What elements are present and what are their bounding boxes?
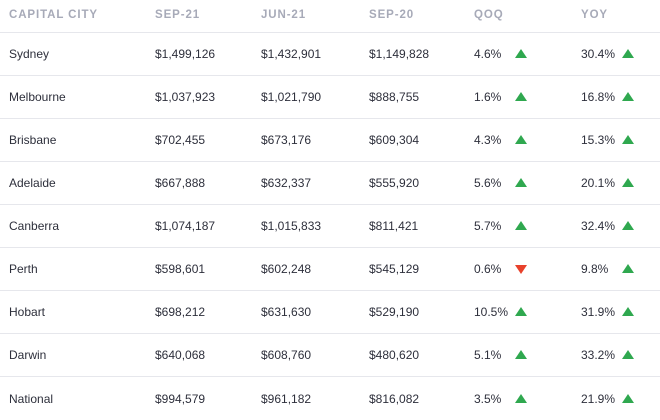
cell-jun-21: $631,630 xyxy=(261,305,312,319)
table-row: Perth $598,601 $602,248 $545,129 0.6% 9.8% xyxy=(0,248,660,291)
cell-jun-21: $1,021,790 xyxy=(261,90,322,104)
table-row: National $994,579 $961,182 $816,082 3.5% 21.9… xyxy=(0,377,660,420)
cell-yoy: 16.8% xyxy=(581,90,616,104)
header-jun-21: JUN-21 xyxy=(261,9,307,21)
cell-capital-city: Darwin xyxy=(9,348,47,362)
table-body: Sydney $1,499,126 $1,432,901 $1,149,828 4.6%… xyxy=(0,33,660,420)
cell-sep-20: $480,620 xyxy=(369,348,420,362)
triangle-up-icon xyxy=(622,49,634,58)
table-row: Hobart $698,212 $631,630 $529,190 10.5% 31.9% xyxy=(0,291,660,334)
cell-sep-20: $1,149,828 xyxy=(369,47,430,61)
cell-yoy: 32.4% xyxy=(581,219,616,233)
triangle-up-icon xyxy=(622,135,634,144)
cell-capital-city: Brisbane xyxy=(9,133,57,147)
cell-yoy: 20.1% xyxy=(581,176,616,190)
table-row: Melbourne $1,037,923 $1,021,790 $888,755 1.6… xyxy=(0,76,660,119)
cell-capital-city: Adelaide xyxy=(9,176,56,190)
cell-capital-city: Melbourne xyxy=(9,90,66,104)
triangle-up-icon xyxy=(622,92,634,101)
header-yoy: YOY xyxy=(581,9,608,21)
triangle-up-icon xyxy=(622,393,634,403)
cell-sep-21: $702,455 xyxy=(155,133,206,147)
header-sep-21: SEP-21 xyxy=(155,9,201,21)
cell-yoy: 9.8% xyxy=(581,262,609,276)
cell-sep-20: $888,755 xyxy=(369,90,420,104)
cell-jun-21: $961,182 xyxy=(261,391,312,406)
cell-qoq: 0.6% xyxy=(474,262,502,276)
cell-capital-city: Canberra xyxy=(9,219,60,233)
cell-yoy: 30.4% xyxy=(581,47,616,61)
cell-jun-21: $632,337 xyxy=(261,176,312,190)
triangle-up-icon xyxy=(515,135,527,144)
triangle-up-icon xyxy=(515,393,527,403)
cell-qoq: 4.6% xyxy=(474,47,502,61)
triangle-down-icon xyxy=(515,265,527,274)
cell-jun-21: $1,432,901 xyxy=(261,47,322,61)
cell-yoy: 15.3% xyxy=(581,133,616,147)
cell-qoq: 5.6% xyxy=(474,176,502,190)
triangle-up-icon xyxy=(515,307,527,316)
cell-sep-21: $1,074,187 xyxy=(155,219,216,233)
cell-sep-21: $598,601 xyxy=(155,262,206,276)
cell-capital-city: Hobart xyxy=(9,305,46,319)
triangle-up-icon xyxy=(622,221,634,230)
cell-yoy: 31.9% xyxy=(581,305,616,319)
header-qoq: QOQ xyxy=(474,9,504,21)
cell-sep-20: $609,304 xyxy=(369,133,420,147)
cell-sep-21: $1,499,126 xyxy=(155,47,216,61)
table-row: Darwin $640,068 $608,760 $480,620 5.1% 33.2% xyxy=(0,334,660,377)
cell-jun-21: $1,015,833 xyxy=(261,219,322,233)
table-row: Canberra $1,074,187 $1,015,833 $811,421 5.7%… xyxy=(0,205,660,248)
triangle-up-icon xyxy=(622,178,634,187)
table-row: Sydney $1,499,126 $1,432,901 $1,149,828 4.6%… xyxy=(0,33,660,76)
cell-sep-20: $529,190 xyxy=(369,305,420,319)
cell-qoq: 3.5% xyxy=(474,391,502,406)
header-sep-20: SEP-20 xyxy=(369,9,415,21)
cell-capital-city: Sydney xyxy=(9,47,50,61)
table-row: Adelaide $667,888 $632,337 $555,920 5.6% 20.1… xyxy=(0,162,660,205)
cell-sep-20: $816,082 xyxy=(369,391,420,406)
triangle-up-icon xyxy=(515,350,527,359)
cell-qoq: 5.1% xyxy=(474,348,502,362)
cell-qoq: 10.5% xyxy=(474,305,509,319)
cell-qoq: 1.6% xyxy=(474,90,502,104)
cell-capital-city: National xyxy=(9,391,54,406)
table-row: Brisbane $702,455 $673,176 $609,304 4.3% 15.3… xyxy=(0,119,660,162)
triangle-up-icon xyxy=(622,264,634,273)
cell-sep-21: $698,212 xyxy=(155,305,206,319)
cell-qoq: 5.7% xyxy=(474,219,502,233)
triangle-up-icon xyxy=(515,92,527,101)
triangle-up-icon xyxy=(515,49,527,58)
cell-sep-20: $545,129 xyxy=(369,262,420,276)
cell-sep-21: $1,037,923 xyxy=(155,90,216,104)
cell-capital-city: Perth xyxy=(9,262,38,276)
cell-sep-21: $994,579 xyxy=(155,391,206,406)
cell-sep-20: $555,920 xyxy=(369,176,420,190)
triangle-up-icon xyxy=(515,178,527,187)
cell-sep-21: $667,888 xyxy=(155,176,206,190)
table-header-row: CAPITAL CITY SEP-21 JUN-21 SEP-20 QOQ YO… xyxy=(0,0,660,33)
cell-sep-21: $640,068 xyxy=(155,348,206,362)
cell-yoy: 21.9% xyxy=(581,391,616,406)
cell-yoy: 33.2% xyxy=(581,348,616,362)
triangle-up-icon xyxy=(622,350,634,359)
header-capital-city: CAPITAL CITY xyxy=(9,9,98,21)
cell-jun-21: $608,760 xyxy=(261,348,312,362)
cell-qoq: 4.3% xyxy=(474,133,502,147)
triangle-up-icon xyxy=(515,221,527,230)
cell-sep-20: $811,421 xyxy=(369,219,419,233)
cell-jun-21: $602,248 xyxy=(261,262,312,276)
triangle-up-icon xyxy=(622,307,634,316)
cell-jun-21: $673,176 xyxy=(261,133,312,147)
